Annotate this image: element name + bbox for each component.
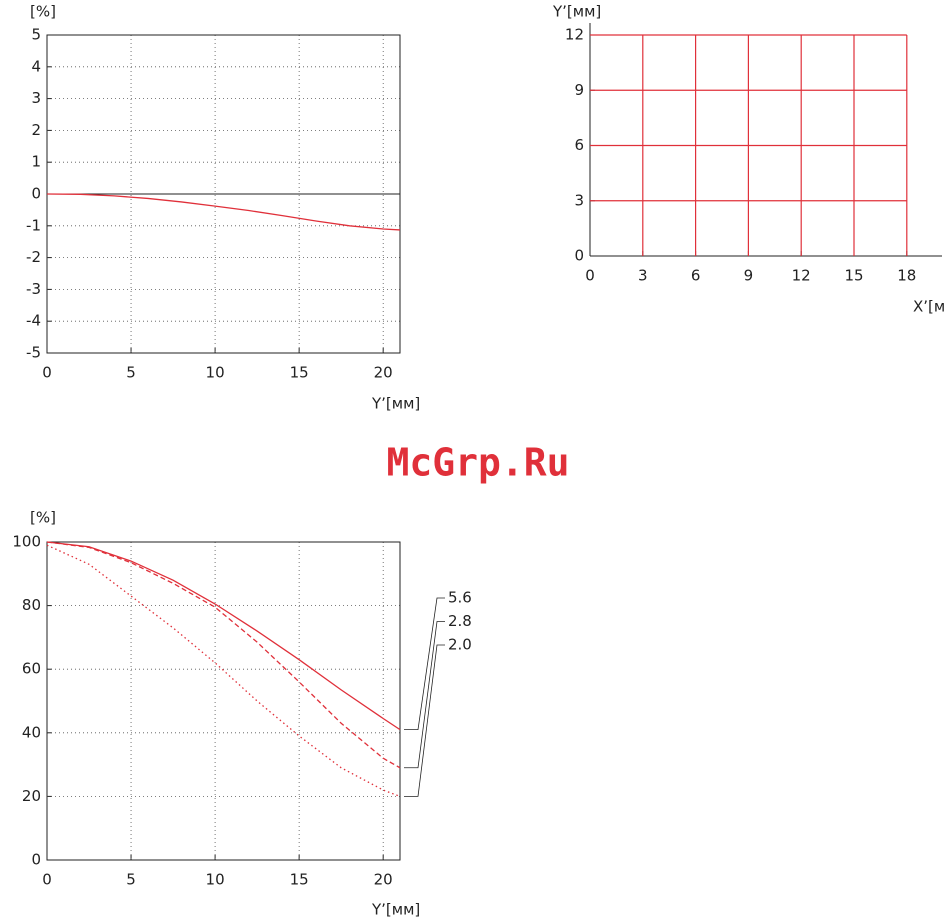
y-tick-label: 12 (565, 26, 584, 44)
legend-label: 5.6 (448, 589, 472, 607)
y-tick-label: 0 (31, 851, 41, 869)
y-tick-label: 0 (31, 185, 41, 203)
x-tick-label: 5 (126, 364, 136, 382)
y-tick-label: 5 (31, 26, 41, 44)
x-tick-label: 12 (792, 267, 811, 285)
y-axis-label: [%] (30, 509, 56, 527)
x-tick-label: 9 (744, 267, 754, 285)
x-tick-label: 3 (638, 267, 648, 285)
legend-leader (404, 644, 445, 797)
x-tick-label: 15 (290, 364, 309, 382)
y-tick-label: -1 (26, 216, 41, 234)
y-tick-label: 3 (31, 89, 41, 107)
legend-leader (404, 597, 445, 731)
y-tick-label: 100 (12, 533, 41, 551)
y-tick-label: 1 (31, 153, 41, 171)
y-tick-label: 40 (22, 723, 41, 741)
y-axis-label: [%] (30, 3, 56, 21)
x-tick-label: 20 (374, 364, 393, 382)
y-tick-label: 3 (574, 191, 584, 209)
x-tick-label: 0 (585, 267, 595, 285)
data-line (46, 541, 401, 731)
y-tick-label: 60 (22, 660, 41, 678)
y-tick-label: 2 (31, 121, 41, 139)
watermark: McGrp.Ru (386, 441, 569, 485)
x-axis-label: Y’[мм] (371, 395, 420, 413)
x-tick-label: 15 (844, 267, 863, 285)
plot-frame (46, 541, 401, 861)
y-tick-label: 6 (574, 136, 584, 154)
x-tick-label: 20 (374, 871, 393, 889)
y-tick-label: -5 (26, 344, 41, 362)
y-tick-label: 20 (22, 787, 41, 805)
x-tick-label: 5 (126, 871, 136, 889)
data-line (46, 544, 401, 798)
x-tick-label: 18 (897, 267, 916, 285)
y-tick-label: 9 (574, 81, 584, 99)
y-tick-label: 0 (574, 247, 584, 265)
data-line (46, 193, 401, 231)
x-tick-label: 0 (42, 364, 52, 382)
y-tick-label: 4 (31, 57, 41, 75)
x-axis-label: Y’[мм] (371, 901, 420, 919)
legend-label: 2.8 (448, 612, 472, 630)
y-tick-label: 80 (22, 596, 41, 614)
x-axis-label: X’[мм] (913, 298, 945, 316)
legend-leader (404, 621, 445, 769)
x-tick-label: 10 (206, 871, 225, 889)
y-tick-label: -3 (26, 280, 41, 298)
x-tick-label: 6 (691, 267, 701, 285)
y-tick-label: -4 (26, 312, 41, 330)
x-tick-label: 15 (290, 871, 309, 889)
data-line (46, 541, 401, 769)
y-tick-label: -2 (26, 248, 41, 266)
y-axis-label: Y’[мм] (552, 3, 601, 21)
x-tick-label: 10 (206, 364, 225, 382)
x-tick-label: 0 (42, 871, 52, 889)
legend-label: 2.0 (448, 636, 472, 654)
